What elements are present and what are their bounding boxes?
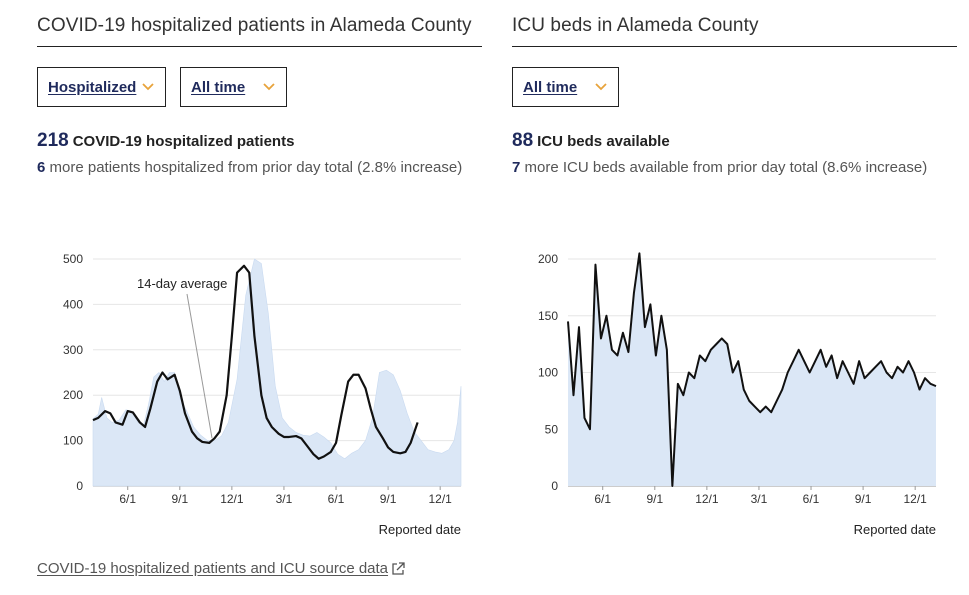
hospitalized-range-label: All time <box>191 78 246 96</box>
icu-x-tick-label: 12/1 <box>903 492 927 506</box>
hospitalized-count: 218 <box>37 130 69 151</box>
hospitalized-x-tick-label: 12/1 <box>428 492 452 506</box>
icu-panel: ICU beds in Alameda County All time 88 IC… <box>512 0 957 176</box>
hospitalized-panel: COVID-19 hospitalized patients in Alamed… <box>37 0 482 176</box>
hospitalized-change-text: more patients hospitalized from prior da… <box>49 159 463 176</box>
hospitalized-change: 6 more patients hospitalized from prior … <box>37 159 462 176</box>
hospitalized-daily-area <box>92 258 462 487</box>
icu-y-tick-label: 0 <box>551 479 558 493</box>
icu-y-tick-label: 100 <box>538 366 558 380</box>
hospitalized-annotation: 14-day average <box>137 276 227 291</box>
icu-y-tick-label: 50 <box>545 422 559 436</box>
icu-change-text: more ICU beds available from prior day t… <box>524 159 928 176</box>
icu-area <box>568 253 936 486</box>
hospitalized-stat-label: COVID-19 hospitalized patients <box>72 133 295 150</box>
hospitalized-y-tick-label: 100 <box>63 434 83 448</box>
hospitalized-x-tick-label: 9/1 <box>171 492 188 506</box>
hospitalized-title: COVID-19 hospitalized patients in Alamed… <box>37 0 482 47</box>
icu-stat: 88 ICU beds available <box>512 130 670 152</box>
icu-range-label: All time <box>523 78 578 96</box>
hospitalized-annotation-pointer <box>186 293 213 439</box>
hospitalized-average-line <box>92 264 419 460</box>
hospitalized-x-tick-label: 6/1 <box>328 492 345 506</box>
hospitalized-change-count: 6 <box>37 159 46 176</box>
icu-x-tick-label: 9/1 <box>646 492 663 506</box>
chevron-down-icon <box>142 83 154 91</box>
hospitalized-y-tick-label: 200 <box>63 388 83 402</box>
icu-x-tick-label: 9/1 <box>855 492 872 506</box>
hospitalized-y-tick-label: 0 <box>76 479 83 493</box>
icu-change-count: 7 <box>512 159 521 176</box>
icu-x-tick-label: 6/1 <box>803 492 820 506</box>
icu-controls: All time <box>512 67 619 107</box>
metric-dropdown[interactable]: Hospitalized <box>37 67 166 107</box>
hospitalized-range-dropdown[interactable]: All time <box>180 67 287 107</box>
hospitalized-y-tick-label: 500 <box>63 252 83 266</box>
icu-x-tick-label: 3/1 <box>751 492 768 506</box>
icu-range-dropdown[interactable]: All time <box>512 67 619 107</box>
icu-count: 88 <box>512 130 534 151</box>
chevron-down-icon <box>595 83 607 91</box>
hospitalized-controls: Hospitalized All time <box>37 67 287 107</box>
chevron-down-icon <box>263 83 275 91</box>
icu-x-axis-label: Reported date <box>854 522 936 537</box>
icu-y-tick-label: 150 <box>538 309 558 323</box>
icu-y-tick-label: 200 <box>538 252 558 266</box>
hospitalized-x-tick-label: 3/1 <box>276 492 293 506</box>
hospitalized-y-tick-label: 300 <box>63 343 83 357</box>
source-data-link[interactable]: COVID-19 hospitalized patients and ICU s… <box>37 560 405 577</box>
icu-change: 7 more ICU beds available from prior day… <box>512 159 927 176</box>
icu-title: ICU beds in Alameda County <box>512 0 957 47</box>
hospitalized-y-tick-label: 400 <box>63 297 83 311</box>
hospitalized-x-tick-label: 9/1 <box>380 492 397 506</box>
icu-line <box>567 252 937 487</box>
external-link-icon <box>392 561 405 575</box>
icu-x-tick-label: 12/1 <box>695 492 719 506</box>
icu-x-tick-label: 6/1 <box>594 492 611 506</box>
source-data-link-text: COVID-19 hospitalized patients and ICU s… <box>37 560 389 577</box>
hospitalized-stat: 218 COVID-19 hospitalized patients <box>37 130 294 152</box>
hospitalized-x-tick-label: 6/1 <box>119 492 136 506</box>
icu-stat-label: ICU beds available <box>537 133 670 150</box>
metric-dropdown-label: Hospitalized <box>48 78 137 96</box>
hospitalized-x-axis-label: Reported date <box>379 522 461 537</box>
hospitalized-x-tick-label: 12/1 <box>220 492 244 506</box>
